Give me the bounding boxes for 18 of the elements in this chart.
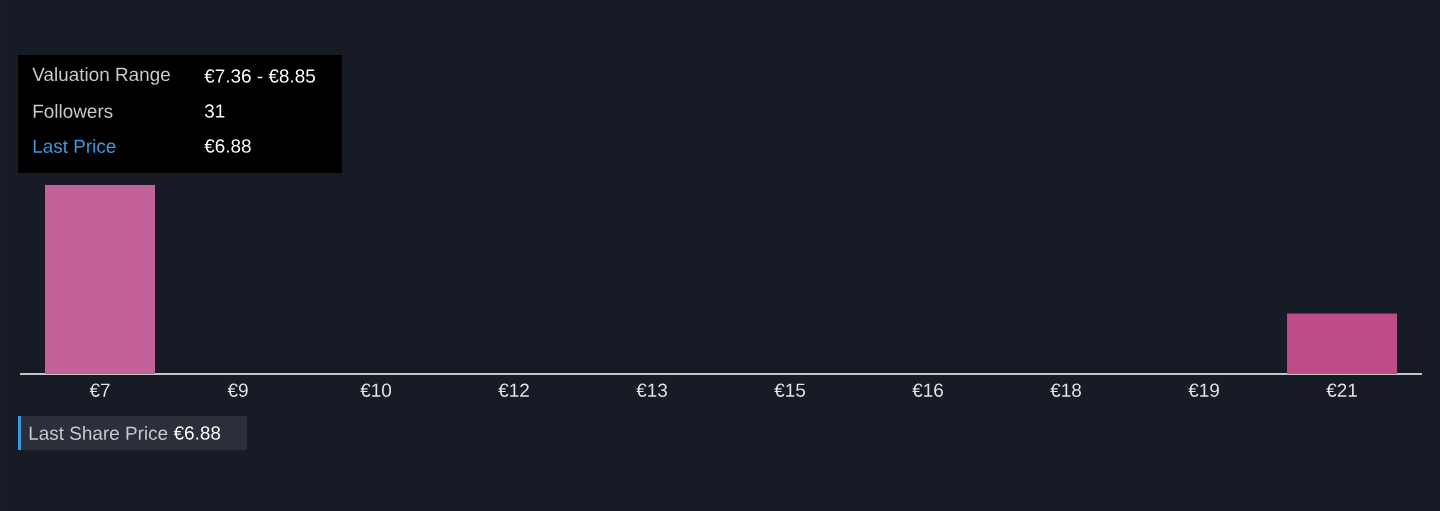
text: €7.36 - €8.85 bbox=[204, 69, 315, 83]
x-tick-label: €15 bbox=[774, 383, 806, 397]
x-tick-label: €16 bbox=[912, 383, 943, 397]
text: 31 bbox=[204, 104, 225, 118]
x-tick-label: €10 bbox=[360, 383, 392, 397]
x-tick-label: €21 bbox=[1326, 383, 1357, 397]
text: Last Price bbox=[33, 139, 116, 153]
x-tick-label: €19 bbox=[1188, 383, 1219, 397]
text: Valuation Range bbox=[32, 67, 170, 85]
text: Followers bbox=[33, 104, 113, 118]
x-tick-label: €18 bbox=[1050, 383, 1081, 397]
x-tick-label: €7 bbox=[89, 383, 110, 397]
x-tick-label: €9 bbox=[227, 383, 248, 397]
text: €6.88 bbox=[204, 139, 251, 153]
text: Last Share Price bbox=[29, 426, 168, 440]
text: €6.88 bbox=[173, 426, 221, 440]
x-tick-label: €13 bbox=[636, 383, 667, 397]
x-tick-label: €12 bbox=[498, 383, 529, 397]
